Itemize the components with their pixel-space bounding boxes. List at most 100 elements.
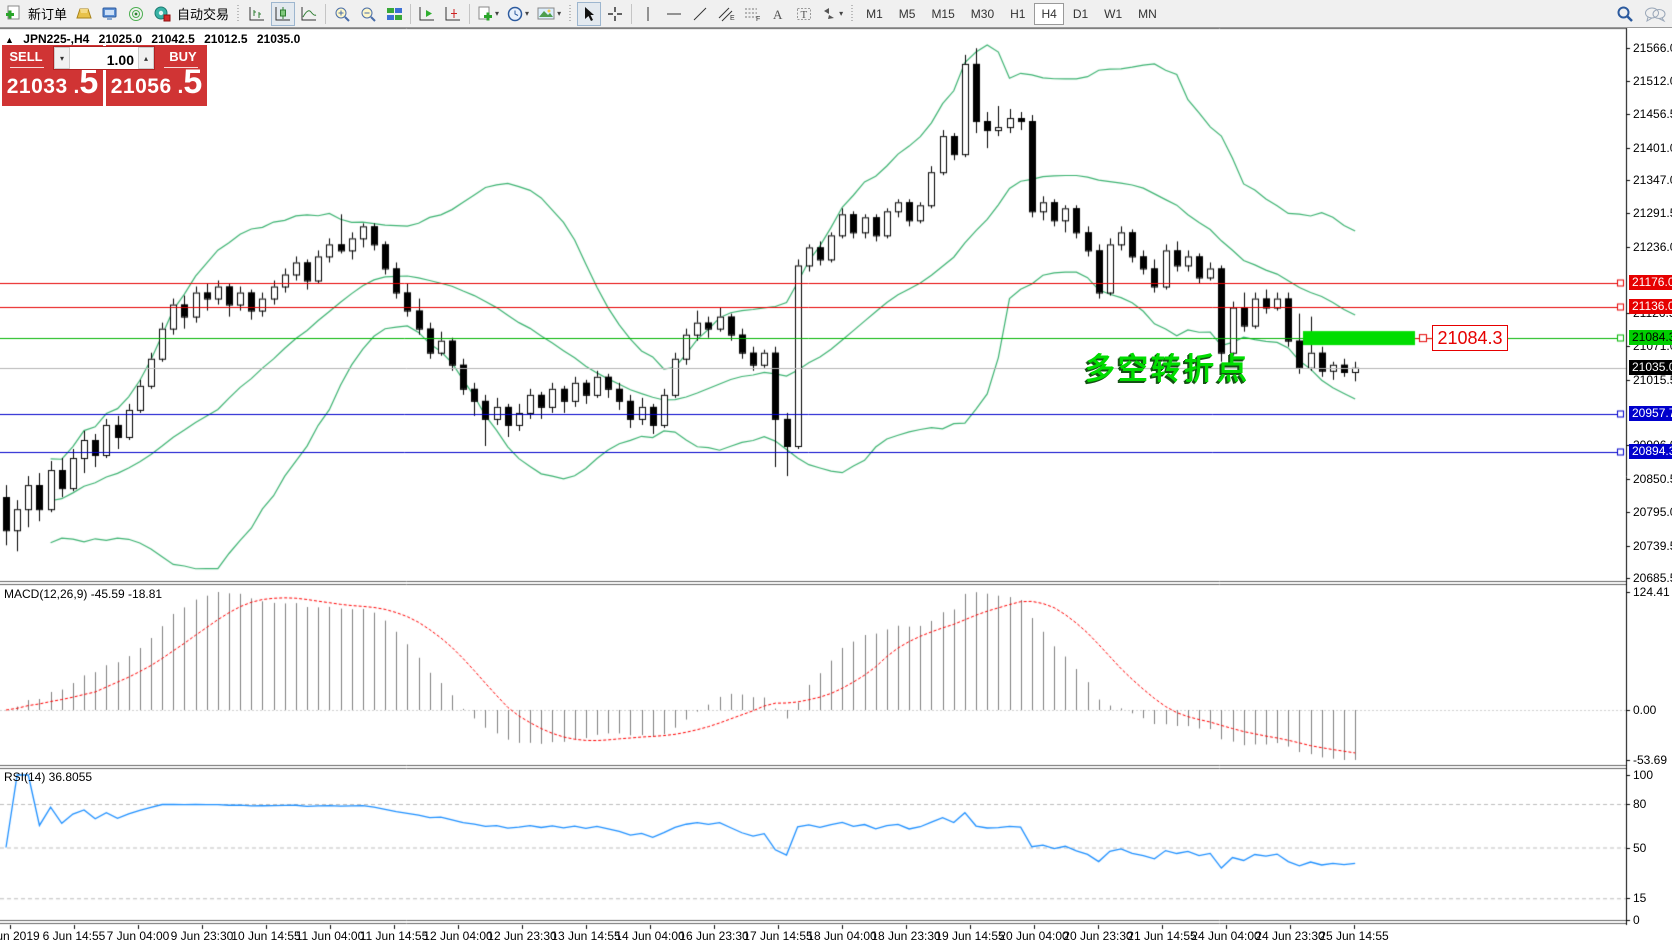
dropdown-arrow-icon: ▾ [557, 9, 562, 18]
trendline-button[interactable] [688, 2, 712, 26]
chart-annotation-text: 多空转折点 [1085, 353, 1250, 386]
date-axis-tick: 11 Jun 14:55 [359, 929, 429, 943]
timeframe-H1[interactable]: H1 [1010, 6, 1026, 21]
collapse-panel-icon[interactable]: ▲ [5, 35, 14, 45]
svg-text:F: F [756, 16, 760, 22]
signal-radar-icon [129, 6, 144, 21]
price-axis-tick: 21347.0 [1633, 173, 1672, 188]
bar-chart-icon [249, 6, 265, 20]
autotrade-label[interactable]: 自动交易 [177, 7, 230, 22]
toolbar-grip[interactable] [568, 4, 574, 23]
price-axis-tick: 20850.5 [1633, 471, 1672, 486]
toolbar-grip[interactable] [236, 4, 242, 23]
cursor-icon [585, 6, 595, 21]
timeframe-toolbar: M1 M5 M15 M30 H1 H4 D1 W1 MN [858, 0, 1165, 28]
chat-icon[interactable] [1644, 6, 1666, 23]
candlestick-chart-button[interactable] [271, 1, 296, 26]
rsi-axis-tick: 0 [1633, 913, 1640, 927]
text-icon: A [773, 7, 783, 22]
signals-button[interactable] [124, 2, 148, 26]
date-axis-tick: 11 Jun 04:00 [295, 929, 365, 943]
line-chart-icon [301, 6, 317, 20]
text-label-button[interactable]: T [792, 2, 816, 26]
timeframe-M1[interactable]: M1 [866, 6, 883, 21]
auto-scroll-button[interactable] [415, 2, 439, 26]
periods-button[interactable]: ▾ [504, 2, 532, 26]
timeframe-D1[interactable]: D1 [1072, 6, 1089, 21]
volume-spinner: ▾ ▴ [53, 46, 155, 70]
toolbar-grip[interactable] [850, 4, 856, 23]
price-level-badge: 21084.3 [1629, 330, 1672, 346]
timeframe-M30[interactable]: M30 [970, 6, 995, 21]
vertical-line-button[interactable] [636, 2, 660, 26]
vps-button[interactable] [98, 2, 122, 26]
open-value: 21025.0 [98, 32, 143, 46]
date-axis-tick: 7 Jun 04:00 [106, 929, 170, 943]
volume-input[interactable] [70, 47, 138, 69]
arrows-icon [824, 7, 835, 19]
date-axis-tick: 9 Jun 23:30 [170, 929, 234, 943]
high-value: 21042.5 [151, 32, 195, 46]
line-chart-button[interactable] [297, 2, 321, 26]
price-axis-tick: 20739.5 [1633, 538, 1672, 553]
timeframe-MN[interactable]: MN [1138, 6, 1157, 21]
date-axis-tick: 12 Jun 23:30 [487, 929, 557, 943]
autotrade-button[interactable] [150, 2, 174, 26]
price-axis-tick: 20795.0 [1633, 505, 1672, 520]
timeframe-M5[interactable]: M5 [898, 6, 916, 21]
gold-button[interactable] [72, 2, 96, 26]
equidistant-channel-icon: E [718, 7, 735, 22]
search-icon[interactable] [1616, 5, 1634, 23]
templates-button[interactable]: ▾ [534, 2, 564, 26]
dropdown-arrow-icon: ▾ [495, 9, 500, 18]
svg-text:T: T [801, 9, 808, 21]
date-axis-tick: 20 Jun 04:00 [999, 929, 1069, 943]
new-order-label[interactable]: 新订单 [28, 7, 68, 22]
date-axis-tick: 19 Jun 14:55 [935, 929, 1005, 943]
gold-ingot-icon [76, 8, 92, 18]
date-axis-tick: 18 Jun 23:30 [871, 929, 941, 943]
rsi-axis-tick: 50 [1633, 840, 1647, 855]
date-axis-tick: 24 Jun 04:00 [1191, 929, 1261, 943]
buy-label: BUY [169, 49, 197, 64]
cursor-button[interactable] [577, 1, 602, 26]
volume-increase-button[interactable]: ▴ [138, 47, 154, 69]
volume-decrease-button[interactable]: ▾ [54, 47, 70, 69]
rsi-label: RSI(14) 36.8055 [4, 770, 93, 784]
template-icon [537, 7, 555, 20]
new-order-button[interactable] [1, 2, 25, 26]
buy-price: 21056 .5 [110, 63, 203, 101]
text-button[interactable]: A [766, 2, 790, 26]
sell-button[interactable]: SELL 21033 .5 [2, 45, 103, 106]
crosshair-button[interactable] [603, 2, 627, 26]
date-axis-tick: 25 Jun 14:55 [1319, 929, 1389, 943]
price-callout-label[interactable]: 21084.3 [1432, 325, 1508, 352]
fibonacci-button[interactable]: F [740, 2, 764, 26]
timeframe-H4[interactable]: H4 [1034, 2, 1064, 25]
date-axis-tick: 18 Jun 04:00 [807, 929, 877, 943]
candlestick-chart-icon [275, 6, 291, 20]
auto-scroll-icon [419, 6, 435, 20]
zoom-in-icon [335, 7, 350, 22]
bar-chart-button[interactable] [245, 2, 269, 26]
tile-windows-icon [386, 7, 402, 20]
timeframe-M15[interactable]: M15 [931, 6, 955, 21]
tile-windows-button[interactable] [382, 2, 406, 26]
chart-shift-button[interactable] [441, 2, 465, 26]
zoom-in-button[interactable] [330, 2, 354, 26]
equidistant-channel-button[interactable]: E [714, 2, 738, 26]
horizontal-line-button[interactable] [662, 2, 686, 26]
svg-text:A: A [773, 7, 783, 22]
timeframe-W1[interactable]: W1 [1104, 6, 1123, 21]
date-axis-tick: 16 Jun 23:30 [679, 929, 749, 943]
price-axis-tick: 21291.5 [1633, 206, 1672, 221]
arrows-button[interactable]: ▾ [818, 2, 846, 26]
price-axis-tick: 21236.0 [1633, 239, 1672, 254]
dropdown-arrow-icon: ▾ [525, 9, 530, 18]
dropdown-arrow-icon: ▾ [839, 9, 844, 18]
new-chart-button[interactable]: ▾ [474, 2, 502, 26]
zoom-out-button[interactable] [356, 2, 380, 26]
rsi-axis-tick: 100 [1633, 768, 1654, 782]
